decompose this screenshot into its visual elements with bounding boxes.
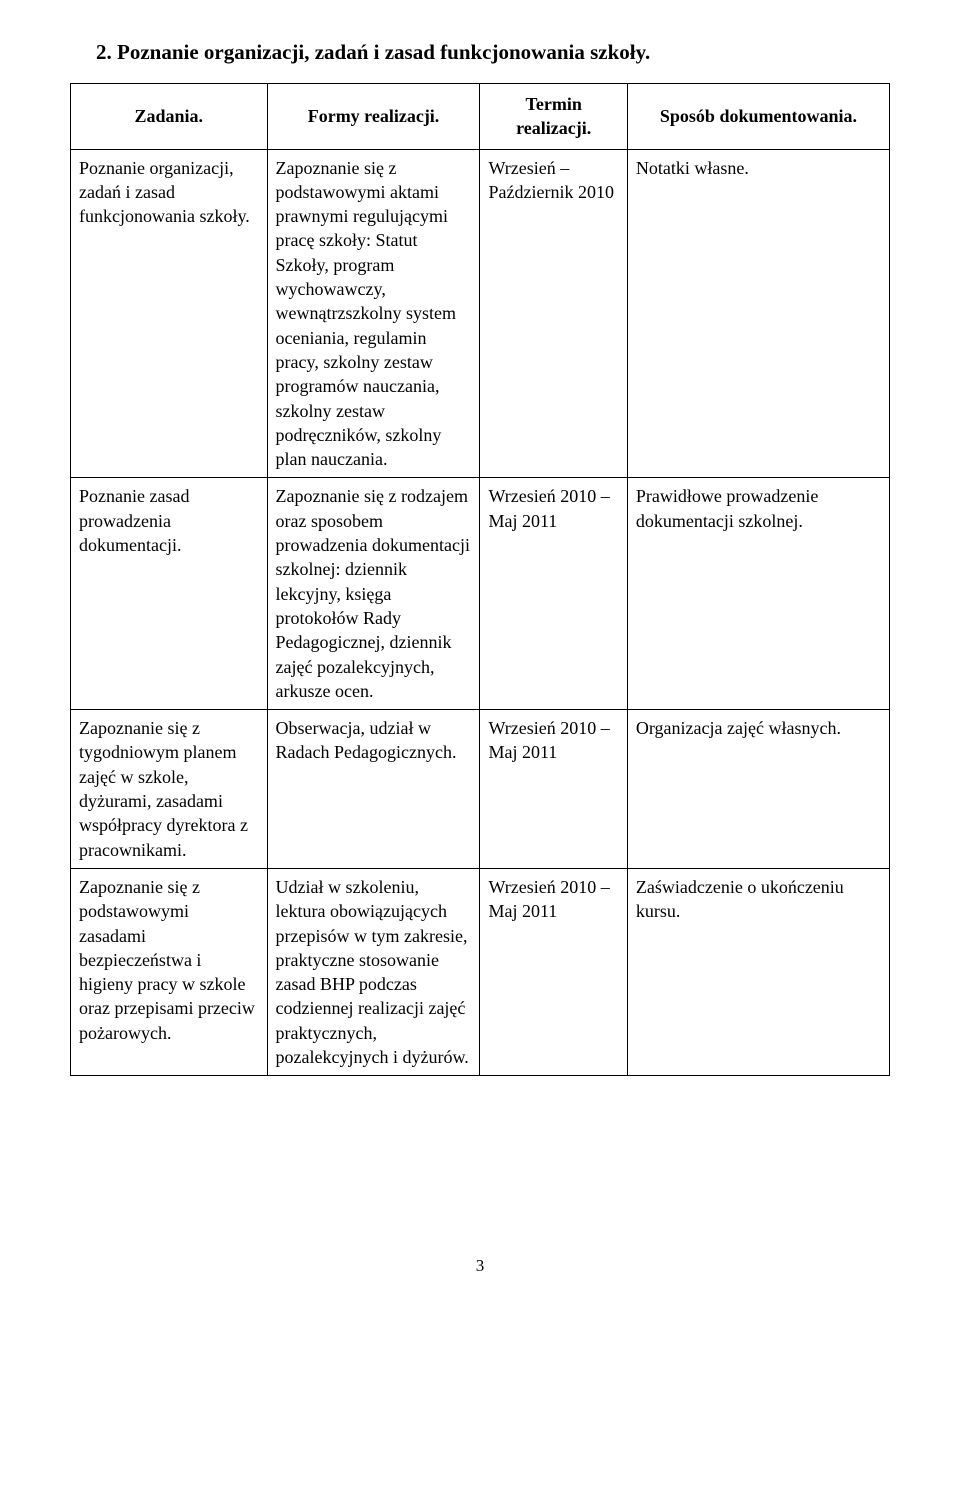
cell-termin: Wrzesień 2010 – Maj 2011	[480, 868, 627, 1075]
table-row: Poznanie organizacji, zadań i zasad funk…	[71, 149, 890, 478]
section-title: 2. Poznanie organizacji, zadań i zasad f…	[96, 40, 890, 65]
page-number: 3	[70, 1256, 890, 1276]
cell-zadania: Zapoznanie się z podstawowymi zasadami b…	[71, 868, 268, 1075]
cell-sposob: Organizacja zajęć własnych.	[627, 710, 889, 869]
table-header-row: Zadania. Formy realizacji. Termin realiz…	[71, 84, 890, 150]
table-row: Zapoznanie się z podstawowymi zasadami b…	[71, 868, 890, 1075]
cell-zadania: Poznanie organizacji, zadań i zasad funk…	[71, 149, 268, 478]
header-formy: Formy realizacji.	[267, 84, 480, 150]
header-zadania: Zadania.	[71, 84, 268, 150]
cell-sposob: Notatki własne.	[627, 149, 889, 478]
cell-sposob: Prawidłowe prowadzenie dokumentacji szko…	[627, 478, 889, 710]
cell-termin: Wrzesień – Październik 2010	[480, 149, 627, 478]
cell-formy: Obserwacja, udział w Radach Pedagogiczny…	[267, 710, 480, 869]
main-table: Zadania. Formy realizacji. Termin realiz…	[70, 83, 890, 1076]
header-termin-line1: Termin	[486, 92, 620, 116]
cell-sposob: Zaświadczenie o ukończeniu kursu.	[627, 868, 889, 1075]
cell-zadania: Zapoznanie się z tygodniowym planem zaję…	[71, 710, 268, 869]
cell-termin: Wrzesień 2010 – Maj 2011	[480, 710, 627, 869]
header-sposob: Sposób dokumentowania.	[627, 84, 889, 150]
header-termin: Termin realizacji.	[480, 84, 627, 150]
cell-termin: Wrzesień 2010 – Maj 2011	[480, 478, 627, 710]
table-row: Zapoznanie się z tygodniowym planem zaję…	[71, 710, 890, 869]
cell-zadania: Poznanie zasad prowadzenia dokumentacji.	[71, 478, 268, 710]
cell-formy: Udział w szkoleniu, lektura obowiązujący…	[267, 868, 480, 1075]
table-row: Poznanie zasad prowadzenia dokumentacji.…	[71, 478, 890, 710]
cell-formy: Zapoznanie się z rodzajem oraz sposobem …	[267, 478, 480, 710]
cell-formy: Zapoznanie się z podstawowymi aktami pra…	[267, 149, 480, 478]
header-termin-line2: realizacji.	[486, 116, 620, 140]
